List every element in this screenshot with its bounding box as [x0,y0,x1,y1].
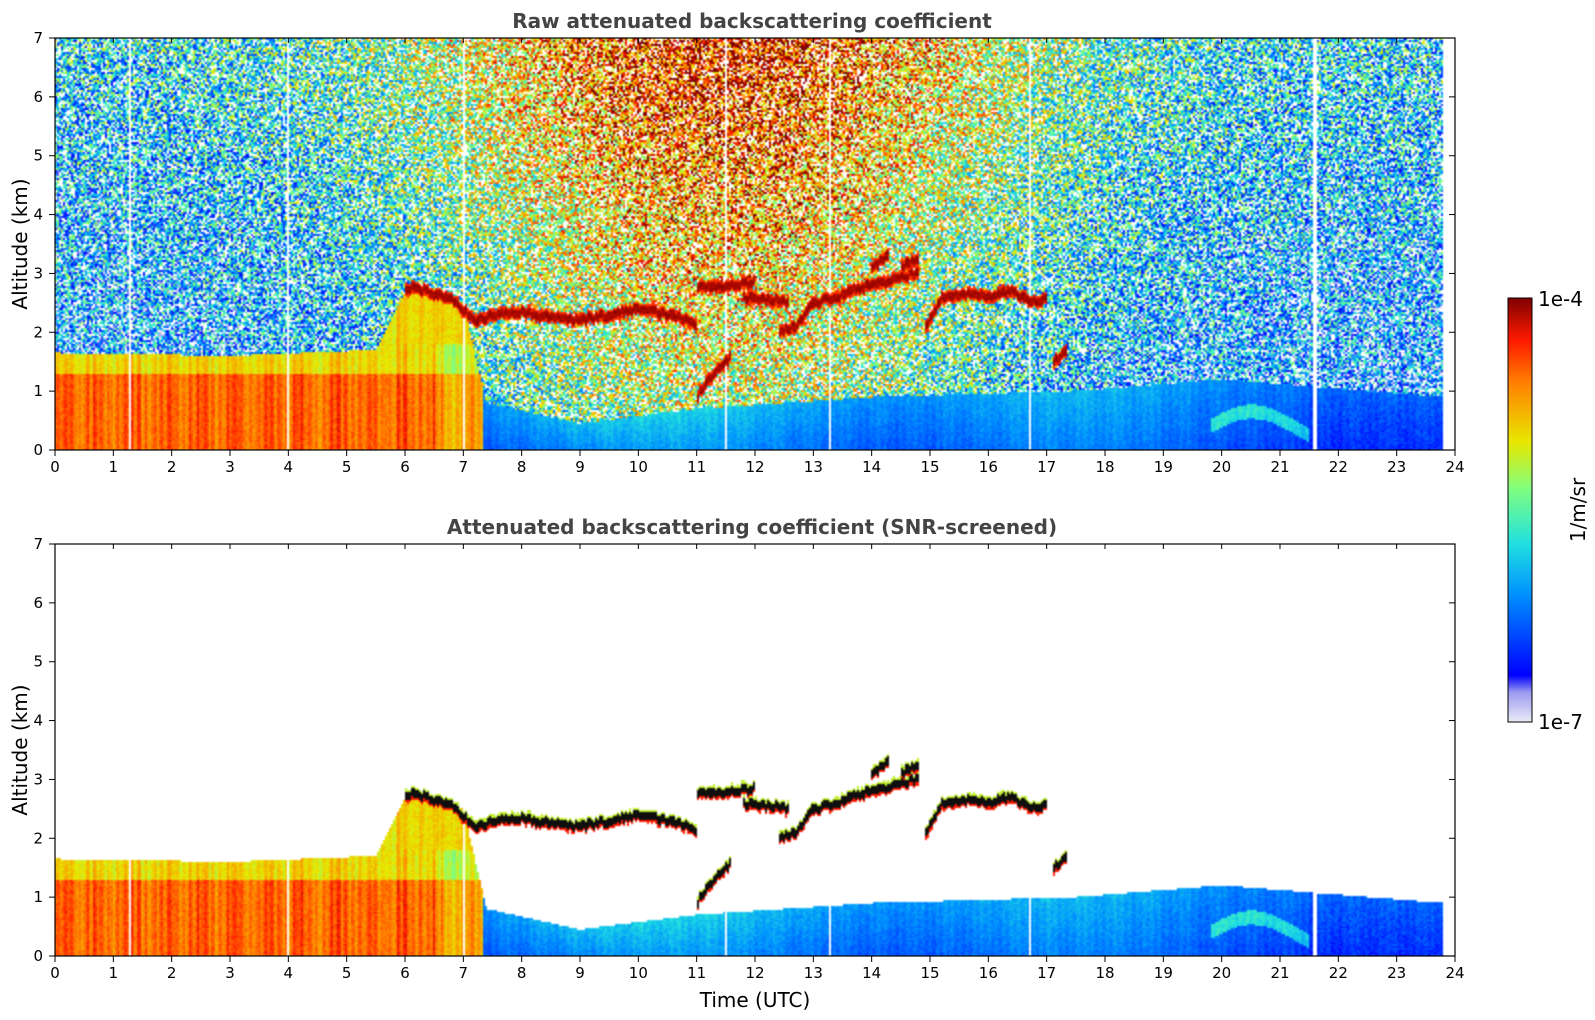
x-tick-label: 2 [167,964,177,982]
x-tick-label: 18 [1095,964,1114,982]
x-axis-label: Time (UTC) [699,988,811,1012]
x-tick-label: 21 [1270,964,1289,982]
x-tick-label: 3 [225,964,235,982]
x-tick-label: 11 [687,964,706,982]
panel-screened-heatmap [55,544,1455,956]
y-tick-label: 5 [33,147,43,165]
x-tick-label: 11 [687,458,706,476]
y-tick-label: 2 [33,829,43,847]
colorbar-scale [1507,297,1533,723]
x-tick-label: 23 [1387,964,1406,982]
x-tick-label: 22 [1329,458,1348,476]
x-tick-label: 16 [979,964,998,982]
y-tick-label: 6 [33,594,43,612]
x-tick-label: 20 [1212,458,1231,476]
panel-screened-title: Attenuated backscattering coefficient (S… [447,515,1057,539]
panel-raw: Raw attenuated backscattering coefficien… [8,9,1465,476]
panel-raw-y-ticks: 0 1 2 3 4 5 6 7 [33,29,1455,459]
x-tick-label: 13 [804,458,823,476]
y-tick-label: 3 [33,770,43,788]
x-tick-label: 23 [1387,458,1406,476]
x-tick-label: 5 [342,458,352,476]
x-tick-label: 19 [1154,964,1173,982]
panel-raw-x-ticks: 0 1 2 3 4 5 6 7 8 9 10 11 12 13 14 15 16 17 18 19 20 21 22 23 24 [50,38,1465,476]
x-tick-label: 9 [575,458,585,476]
x-tick-label: 14 [862,964,881,982]
y-tick-label: 5 [33,653,43,671]
x-tick-label: 1 [109,964,119,982]
y-tick-label: 1 [33,382,43,400]
panel-raw-title: Raw attenuated backscattering coefficien… [512,9,992,33]
x-tick-label: 18 [1095,458,1114,476]
y-tick-label: 0 [33,441,43,459]
y-tick-label: 0 [33,947,43,965]
y-tick-label: 4 [33,712,43,730]
x-tick-label: 21 [1270,458,1289,476]
x-tick-label: 24 [1445,458,1464,476]
x-tick-label: 16 [979,458,998,476]
x-tick-label: 8 [517,964,527,982]
x-tick-label: 17 [1037,458,1056,476]
x-tick-label: 0 [50,458,60,476]
panel-screened-x-ticks: 0 1 2 3 4 5 6 7 8 9 10 11 12 13 14 15 16 17 18 19 20 21 22 23 24 [50,544,1465,982]
x-tick-label: 7 [459,964,469,982]
x-tick-label: 2 [167,458,177,476]
x-tick-label: 12 [745,458,764,476]
y-tick-label: 3 [33,264,43,282]
x-tick-label: 13 [804,964,823,982]
panel-screened: Attenuated backscattering coefficient (S… [8,515,1465,1012]
x-tick-label: 9 [575,964,585,982]
panel-raw-heatmap [55,38,1455,450]
y-tick-label: 6 [33,88,43,106]
colorbar-min-label: 1e-7 [1538,710,1583,734]
colorbar: 1e-4 1e-7 1/m/sr [1507,287,1590,734]
x-tick-label: 4 [284,964,294,982]
y-tick-label: 1 [33,888,43,906]
y-tick-label: 4 [33,206,43,224]
x-tick-label: 3 [225,458,235,476]
x-tick-label: 14 [862,458,881,476]
x-tick-label: 8 [517,458,527,476]
x-tick-label: 22 [1329,964,1348,982]
y-tick-label: 7 [33,29,43,47]
x-tick-label: 0 [50,964,60,982]
x-tick-label: 15 [920,458,939,476]
x-tick-label: 1 [109,458,119,476]
x-tick-label: 6 [400,458,410,476]
x-tick-label: 4 [284,458,294,476]
x-tick-label: 24 [1445,964,1464,982]
y-tick-label: 7 [33,535,43,553]
colorbar-unit-label: 1/m/sr [1566,477,1590,542]
x-tick-label: 15 [920,964,939,982]
x-tick-label: 19 [1154,458,1173,476]
y-tick-label: 2 [33,323,43,341]
x-tick-label: 7 [459,458,469,476]
panel-screened-y-ticks: 0 1 2 3 4 5 6 7 [33,535,1455,965]
x-tick-label: 17 [1037,964,1056,982]
x-tick-label: 5 [342,964,352,982]
x-tick-label: 10 [629,964,648,982]
x-tick-label: 6 [400,964,410,982]
colorbar-max-label: 1e-4 [1538,287,1583,311]
panel-raw-y-label: Altitude (km) [8,178,32,309]
x-tick-label: 10 [629,458,648,476]
x-tick-label: 12 [745,964,764,982]
x-tick-label: 20 [1212,964,1231,982]
panel-screened-y-label: Altitude (km) [8,684,32,815]
